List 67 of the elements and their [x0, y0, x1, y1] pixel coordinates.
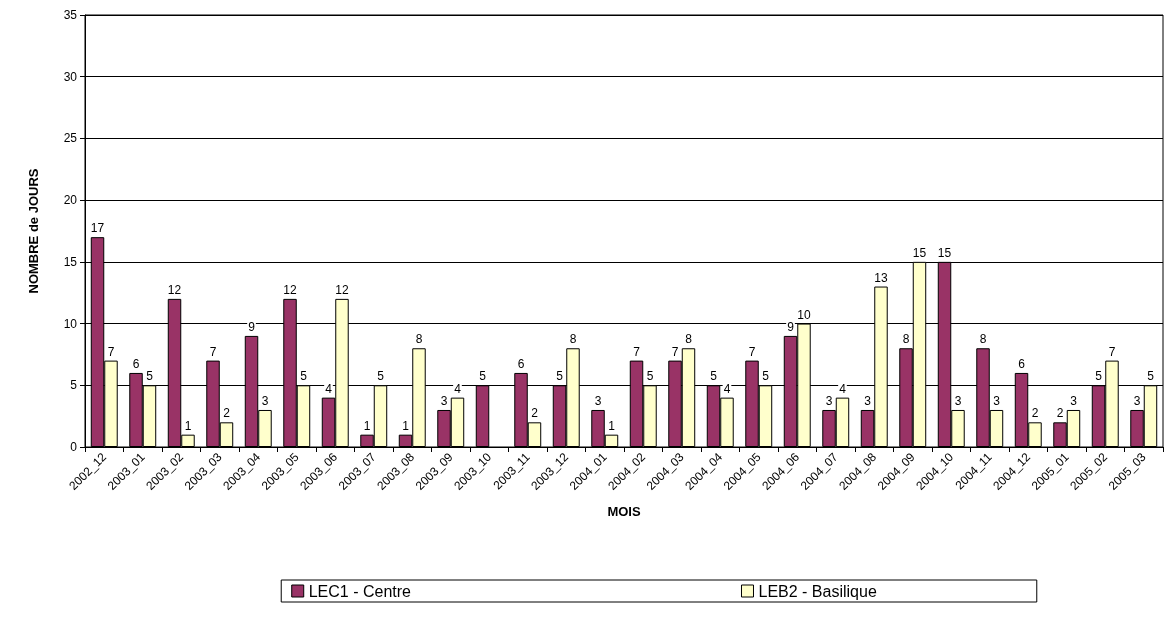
data-label: 5 — [646, 369, 654, 384]
data-label: 4 — [454, 381, 462, 396]
data-label: 2 — [1031, 406, 1039, 421]
data-label: 12 — [335, 282, 349, 297]
data-label: 1 — [402, 418, 410, 433]
data-label: 8 — [902, 332, 910, 347]
data-label: 3 — [993, 393, 1001, 408]
data-label: 7 — [633, 344, 641, 359]
data-label: 7 — [1108, 344, 1116, 359]
y-tick-label: 5 — [70, 378, 78, 393]
data-label: 8 — [685, 332, 693, 347]
data-label: 1 — [184, 418, 192, 433]
x-axis-title: MOIS — [607, 504, 641, 519]
data-label: 5 — [377, 369, 385, 384]
data-label: 9 — [248, 319, 256, 334]
y-axis-title: NOMBRE de JOURS — [26, 168, 41, 294]
data-label: 5 — [762, 369, 770, 384]
y-tick-label: 0 — [70, 440, 78, 454]
legend-label: LEC1 - Centre — [308, 582, 412, 600]
data-label: 2 — [531, 406, 539, 421]
data-label: 4 — [325, 381, 333, 396]
data-label: 3 — [1070, 393, 1078, 408]
data-label: 5 — [300, 369, 308, 384]
data-label: 7 — [107, 344, 115, 359]
data-label: 7 — [748, 344, 756, 359]
data-label: 5 — [146, 369, 154, 384]
data-label: 3 — [825, 393, 833, 408]
data-label: 7 — [671, 344, 679, 359]
data-label: 6 — [132, 356, 140, 371]
legend-label: LEB2 - Basilique — [758, 582, 877, 600]
data-label: 6 — [1018, 356, 1026, 371]
data-label: 15 — [912, 245, 927, 260]
data-label: 15 — [937, 245, 952, 260]
data-label: 4 — [839, 381, 847, 396]
data-label: 3 — [261, 393, 269, 408]
data-label: 1 — [363, 418, 371, 433]
data-label: 9 — [787, 319, 795, 334]
data-label: 13 — [874, 270, 888, 285]
data-label: 10 — [797, 307, 811, 322]
data-label: 3 — [954, 393, 962, 408]
data-label: 3 — [1133, 393, 1141, 408]
data-label: 5 — [710, 369, 718, 384]
data-label: 4 — [723, 381, 731, 396]
data-label: 2 — [1056, 406, 1064, 421]
data-label: 5 — [556, 369, 564, 384]
data-label: 5 — [1095, 369, 1103, 384]
data-label: 6 — [517, 356, 525, 371]
y-tick-label: 15 — [63, 254, 78, 269]
y-tick-label: 25 — [63, 131, 78, 146]
data-label: 12 — [283, 282, 298, 297]
data-label: 3 — [594, 393, 602, 408]
data-label: 3 — [440, 393, 448, 408]
y-tick-label: 35 — [63, 8, 78, 22]
data-label: 8 — [979, 332, 987, 347]
data-label: 8 — [569, 332, 577, 347]
data-label: 3 — [864, 393, 872, 408]
data-label: 8 — [415, 332, 423, 347]
y-tick-label: 20 — [63, 193, 78, 208]
data-label: 5 — [1147, 369, 1155, 384]
data-label: 1 — [608, 418, 616, 433]
y-tick-label: 30 — [63, 69, 78, 84]
data-label: 2 — [223, 406, 231, 421]
y-tick-label: 10 — [63, 316, 78, 331]
data-label: 7 — [209, 344, 217, 359]
data-label: 12 — [167, 282, 182, 297]
data-label: 17 — [90, 221, 105, 236]
data-label: 5 — [479, 369, 487, 384]
